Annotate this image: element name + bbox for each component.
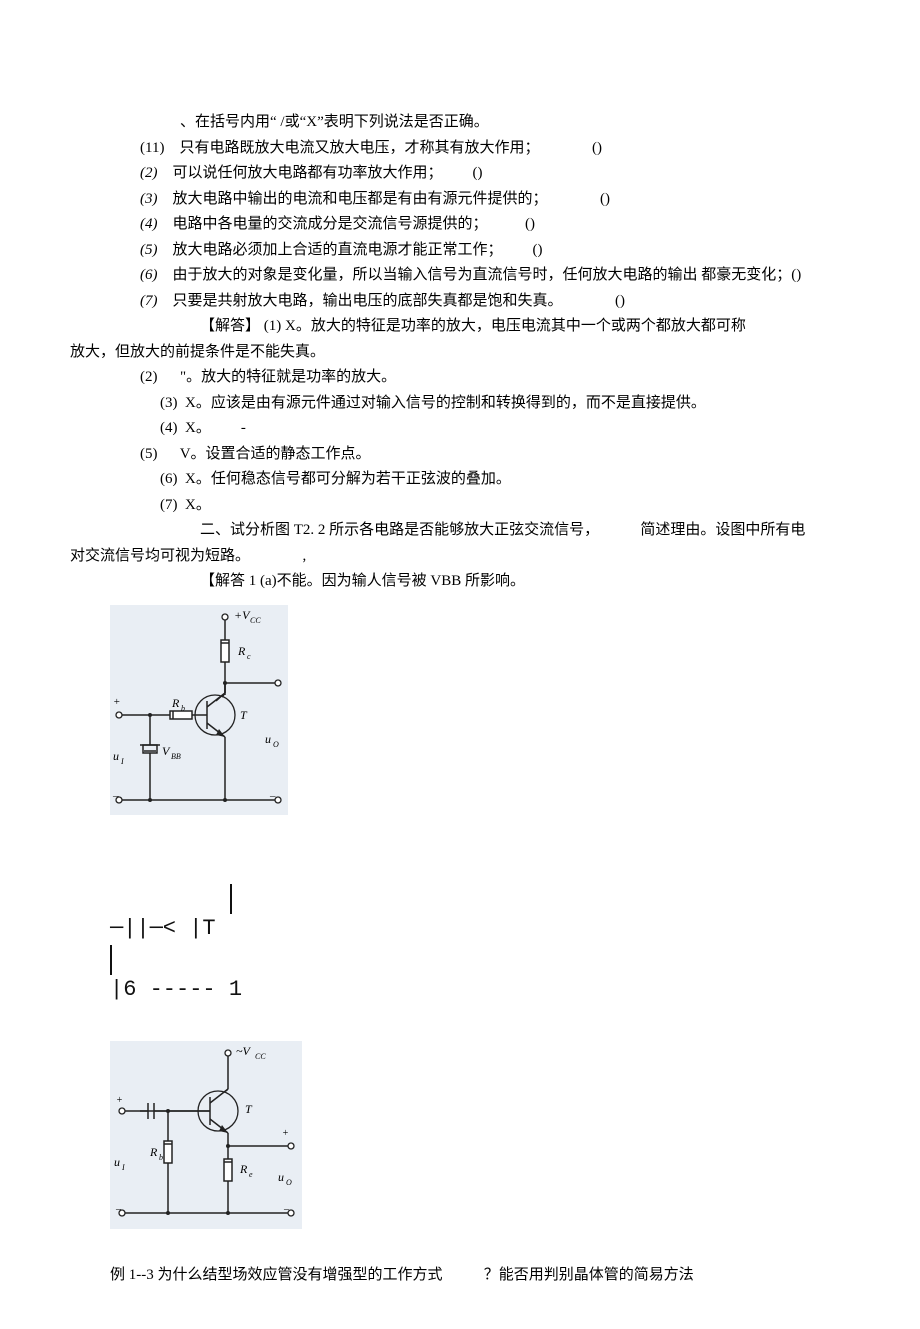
svg-text:u: u bbox=[114, 1155, 120, 1169]
item-number: (2) bbox=[140, 165, 158, 181]
ascii-line-3: |6 ----- 1 bbox=[110, 975, 850, 1006]
svg-text:_: _ bbox=[283, 1200, 290, 1211]
answer-lead: 【解答】 (1) X。放大的特征是功率的放大，电压电流其中一个或两个都放大都可称 bbox=[70, 314, 850, 340]
question-item: (5) 放大电路必须加上合适的直流电源才能正常工作； () bbox=[70, 238, 850, 264]
answer-item: (7) X。 bbox=[70, 493, 850, 519]
svg-text:c: c bbox=[247, 652, 251, 661]
answers-block: (2) "。放大的特征就是功率的放大。(3) X。应该是由有源元件通过对输入信号… bbox=[70, 365, 850, 518]
svg-text:_: _ bbox=[112, 786, 119, 798]
svg-text:b: b bbox=[181, 704, 185, 713]
question-item: (4) 电路中各电量的交流成分是交流信号源提供的； () bbox=[70, 212, 850, 238]
svg-text:I: I bbox=[121, 1163, 125, 1172]
ascii-line-1: ─||─< |T bbox=[110, 914, 850, 945]
svg-text:I: I bbox=[120, 757, 124, 766]
item-bracket: () bbox=[615, 293, 625, 309]
item-bracket: () bbox=[600, 191, 610, 207]
item-text: 电路中各电量的交流成分是交流信号源提供的； bbox=[173, 216, 488, 232]
question-item: (3) 放大电路中输出的电流和电压都是有由有源元件提供的； () bbox=[70, 187, 850, 213]
answer-item: (6) X。任何稳态信号都可分解为若干正弦波的叠加。 bbox=[70, 467, 850, 493]
ascii-circuit-b: ─||─< |T |6 ----- 1 bbox=[110, 884, 850, 1006]
q2-line2: 对交流信号均可视为短路。 , bbox=[70, 544, 850, 570]
answer-lead-2: 放大，但放大的前提条件是不能失真。 bbox=[70, 340, 850, 366]
question-item: (7) 只要是共射放大电路，输出电压的底部失真都是饱和失真。 () bbox=[70, 289, 850, 315]
question-item: (11) 只有电路既放大电流又放大电压，才称其有放大作用； () bbox=[70, 136, 850, 162]
intro-line: 、在括号内用“ /或“X”表明下列说法是否正确。 bbox=[70, 110, 850, 136]
question-item: (2) 可以说任何放大电路都有功率放大作用； () bbox=[70, 161, 850, 187]
item-text: 可以说任何放大电路都有功率放大作用； bbox=[173, 165, 443, 181]
answer-item: (3) X。应该是由有源元件通过对输入信号的控制和转换得到的，而不是直接提供。 bbox=[70, 391, 850, 417]
svg-text:CC: CC bbox=[250, 616, 261, 625]
item-text: 放大电路中输出的电流和电压都是有由有源元件提供的； bbox=[173, 191, 548, 207]
item-number: (11) bbox=[140, 140, 164, 156]
question-items: (11) 只有电路既放大电流又放大电压，才称其有放大作用； ()(2) 可以说任… bbox=[70, 136, 850, 315]
svg-text:u: u bbox=[278, 1170, 284, 1184]
answer-item: (4) X。 - bbox=[70, 416, 850, 442]
item-number: (5) bbox=[140, 242, 158, 258]
item-text: 由于放大的对象是变化量，所以当输入信号为直流信号时，任何放大电路的输出 都豪无变… bbox=[173, 267, 802, 283]
item-number: (6) bbox=[140, 267, 158, 283]
q2-line1: 二、试分析图 T2. 2 所示各电路是否能够放大正弦交流信号， 简述理由。设图中… bbox=[70, 518, 850, 544]
svg-text:~V: ~V bbox=[236, 1044, 251, 1058]
svg-text:+: + bbox=[282, 1128, 289, 1139]
item-text: 只有电路既放大电流又放大电压，才称其有放大作用； bbox=[179, 140, 539, 156]
svg-text:_: _ bbox=[269, 786, 276, 798]
svg-text:e: e bbox=[249, 1170, 253, 1179]
svg-text:+: + bbox=[113, 696, 120, 708]
q2-answer: 【解答 1 (a)不能。因为输人信号被 VBB 所影响。 bbox=[70, 569, 850, 595]
svg-text:O: O bbox=[286, 1178, 292, 1187]
item-bracket: () bbox=[592, 140, 602, 156]
svg-text:R: R bbox=[237, 644, 246, 658]
svg-text:u: u bbox=[265, 732, 271, 746]
item-bracket: () bbox=[533, 242, 543, 258]
svg-text:b: b bbox=[159, 1153, 163, 1162]
answer-item: (5) V。设置合适的静态工作点。 bbox=[70, 442, 850, 468]
svg-text:R: R bbox=[149, 1145, 158, 1159]
svg-text:+: + bbox=[116, 1095, 123, 1106]
svg-text:R: R bbox=[239, 1162, 248, 1176]
answer-item: (2) "。放大的特征就是功率的放大。 bbox=[70, 365, 850, 391]
svg-text:CC: CC bbox=[255, 1052, 266, 1061]
question-item: (6) 由于放大的对象是变化量，所以当输入信号为直流信号时，任何放大电路的输出 … bbox=[70, 263, 850, 289]
svg-text:u: u bbox=[113, 749, 119, 763]
item-bracket: () bbox=[473, 165, 483, 181]
svg-text:_: _ bbox=[115, 1200, 122, 1211]
item-bracket: () bbox=[525, 216, 535, 232]
svg-text:+V: +V bbox=[234, 608, 251, 622]
circuit-a: +VCCRcTRbVBB+uIuO__ bbox=[110, 605, 850, 825]
item-number: (3) bbox=[140, 191, 158, 207]
svg-text:BB: BB bbox=[171, 752, 181, 761]
svg-text:O: O bbox=[273, 740, 279, 749]
circuit-c: ~VCCT+ReuO+RbuI__ bbox=[110, 1041, 850, 1239]
footer-line: 例 1--3 为什么结型场效应管没有增强型的工作方式 ？能否用判别晶体管的简易方… bbox=[70, 1263, 850, 1289]
item-text: 放大电路必须加上合适的直流电源才能正常工作； bbox=[173, 242, 503, 258]
item-number: (7) bbox=[140, 293, 158, 309]
item-number: (4) bbox=[140, 216, 158, 232]
svg-text:R: R bbox=[171, 696, 180, 710]
item-text: 只要是共射放大电路，输出电压的底部失真都是饱和失真。 bbox=[173, 293, 563, 309]
